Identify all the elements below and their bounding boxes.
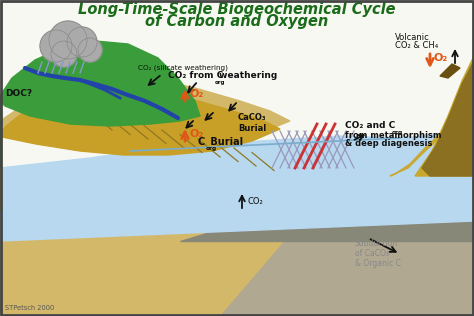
Text: & deep diagenesis: & deep diagenesis — [345, 139, 432, 149]
Polygon shape — [0, 76, 290, 211]
Text: of Carbon and Oxygen: of Carbon and Oxygen — [146, 14, 328, 29]
Text: CO₂ (silicate weathering): CO₂ (silicate weathering) — [138, 65, 228, 71]
Text: STPetsch 2000: STPetsch 2000 — [5, 305, 54, 311]
Text: C: C — [198, 137, 205, 147]
Polygon shape — [180, 211, 474, 241]
Polygon shape — [0, 131, 474, 241]
Polygon shape — [422, 61, 474, 176]
Circle shape — [40, 30, 72, 62]
Circle shape — [67, 27, 97, 57]
Text: from metamorphism: from metamorphism — [345, 131, 441, 139]
Polygon shape — [390, 131, 450, 176]
Text: Burial: Burial — [207, 137, 243, 147]
Text: org: org — [215, 80, 226, 85]
Text: org: org — [392, 130, 403, 135]
Text: Volcanic: Volcanic — [395, 33, 430, 42]
Text: & Organic C: & Organic C — [355, 259, 401, 269]
Text: O₂: O₂ — [434, 53, 448, 63]
Text: weathering: weathering — [216, 71, 277, 81]
Polygon shape — [0, 86, 280, 211]
Polygon shape — [440, 64, 460, 78]
Circle shape — [51, 41, 77, 67]
Text: CO₂: CO₂ — [248, 197, 264, 206]
Polygon shape — [415, 56, 474, 176]
Polygon shape — [220, 211, 474, 316]
Text: O₂: O₂ — [190, 129, 204, 139]
Text: CO₂ and C: CO₂ and C — [345, 121, 395, 131]
Polygon shape — [0, 211, 474, 316]
Text: CO₂ & CH₄: CO₂ & CH₄ — [395, 41, 438, 51]
Text: DOC?: DOC? — [5, 89, 32, 99]
Text: CaCO₃
Burial: CaCO₃ Burial — [238, 113, 266, 133]
Text: org: org — [206, 146, 217, 151]
Circle shape — [49, 21, 87, 59]
Text: CO₂ from C: CO₂ from C — [168, 71, 223, 81]
Text: of CaCO₃: of CaCO₃ — [355, 250, 389, 258]
Polygon shape — [0, 41, 200, 168]
Circle shape — [78, 38, 102, 62]
Text: Subduction: Subduction — [355, 240, 398, 248]
Text: O₂: O₂ — [190, 89, 204, 99]
Text: Long-Time-Scale Biogeochemical Cycle: Long-Time-Scale Biogeochemical Cycle — [78, 2, 396, 17]
